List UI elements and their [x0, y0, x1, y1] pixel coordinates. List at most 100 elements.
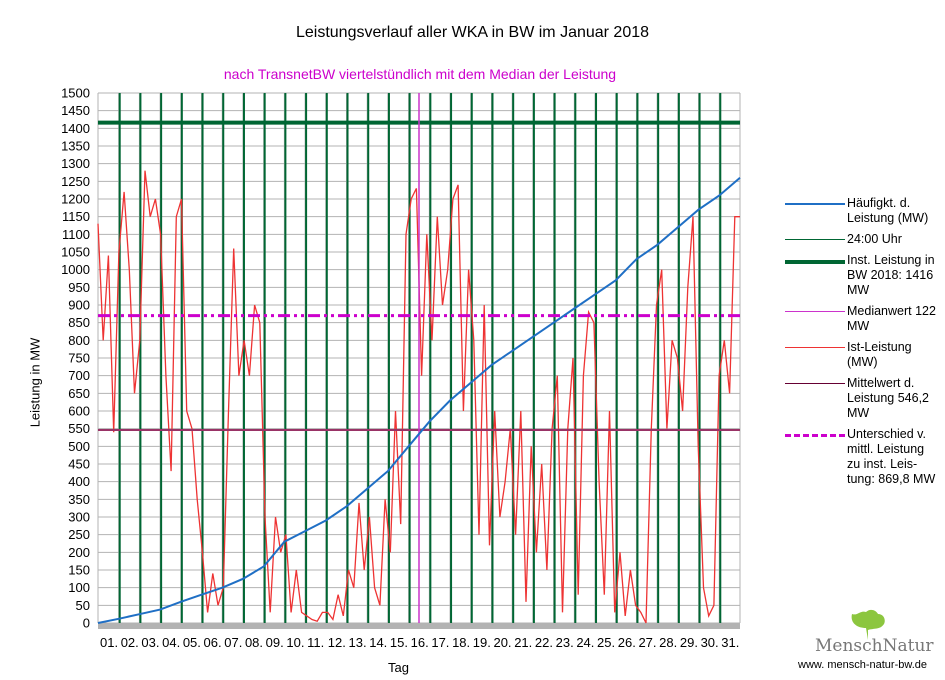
x-tick-label: 19. — [473, 635, 491, 650]
legend-item-median: Medianwert 122 MW — [785, 304, 945, 334]
legend-label: tung: 869,8 MW — [847, 472, 936, 486]
legend-label: MW — [847, 406, 870, 420]
y-tick-label: 1200 — [61, 192, 90, 207]
x-axis-band — [98, 623, 740, 629]
legend-label: 24:00 Uhr — [847, 232, 902, 246]
chart-subtitle: nach TransnetBW viertelstündlich mit dem… — [223, 66, 617, 82]
legend-label: Häufigkt. d. — [847, 196, 911, 210]
legend-item-installed: Inst. Leistung in BW 2018: 1416 MW — [785, 253, 945, 298]
legend-label: mittl. Leistung — [847, 442, 925, 456]
frequency-line — [97, 177, 741, 624]
legend-label: zu inst. Leis- — [847, 457, 918, 471]
y-tick-label: 650 — [68, 386, 90, 401]
y-tick-label: 100 — [68, 580, 90, 595]
y-tick-label: 750 — [68, 351, 90, 366]
legend-label: Mittelwert d. — [847, 376, 915, 390]
y-tick-label: 1450 — [61, 103, 90, 118]
y-tick-label: 400 — [68, 474, 90, 489]
x-tick-label: 14. — [369, 635, 387, 650]
y-tick-label: 900 — [68, 298, 90, 313]
legend-swatch — [785, 260, 845, 264]
x-tick-label: 10. — [286, 635, 304, 650]
legend-swatch — [785, 347, 845, 348]
legend-item-midnight: 24:00 Uhr — [785, 232, 945, 247]
x-tick-label: 13. — [349, 635, 367, 650]
x-tick-label: 25. — [597, 635, 615, 650]
x-tick-label: 09. — [266, 635, 284, 650]
x-tick-label: 24. — [576, 635, 594, 650]
y-tick-label: 0 — [83, 616, 90, 631]
y-tick-label: 600 — [68, 404, 90, 419]
y-tick-label: 1100 — [62, 227, 90, 242]
legend-item-mean: Mittelwert d. Leistung 546,2 MW — [785, 376, 945, 421]
y-tick-label: 200 — [68, 545, 90, 560]
y-tick-label: 250 — [68, 527, 90, 542]
x-tick-label: 16. — [411, 635, 429, 650]
y-tick-label: 500 — [68, 439, 90, 454]
y-tick-label: 1150 — [62, 209, 90, 224]
y-tick-label: 550 — [68, 421, 90, 436]
x-tick-label: 01. — [100, 635, 118, 650]
legend: Häufigkt. d. Leistung (MW) 24:00 Uhr Inst. … — [785, 196, 945, 493]
x-tick-label: 29. — [680, 635, 698, 650]
legend-label: Inst. Leistung in — [847, 253, 935, 267]
legend-label: Medianwert 122 — [847, 304, 936, 318]
x-tick-label: 31. — [721, 635, 739, 650]
x-tick-label: 18. — [452, 635, 470, 650]
legend-item-frequency: Häufigkt. d. Leistung (MW) — [785, 196, 945, 226]
x-axis-label: Tag — [388, 660, 409, 675]
y-tick-label: 1350 — [61, 139, 90, 154]
legend-item-difference: Unterschied v. mittl. Leistung zu inst. Le… — [785, 427, 945, 487]
logo-url: www. mensch-natur-bw.de — [798, 659, 927, 671]
x-tick-label: 03. — [141, 635, 159, 650]
legend-item-ist: Ist-Leistung (MW) — [785, 340, 945, 370]
x-tick-label: 26. — [618, 635, 636, 650]
legend-label: Unterschied v. — [847, 427, 926, 441]
y-tick-label: 50 — [76, 598, 90, 613]
y-tick-label: 800 — [68, 333, 90, 348]
legend-label: Ist-Leistung — [847, 340, 912, 354]
legend-label: (MW) — [847, 355, 878, 369]
y-tick-label: 1050 — [61, 245, 90, 260]
x-tick-label: 02. — [121, 635, 139, 650]
x-tick-label: 07. — [224, 635, 242, 650]
x-tick-label: 23. — [556, 635, 574, 650]
legend-label: MW — [847, 283, 870, 297]
y-tick-label: 850 — [68, 315, 90, 330]
x-tick-label: 22. — [535, 635, 553, 650]
y-tick-label: 950 — [68, 280, 90, 295]
legend-label: MW — [847, 319, 870, 333]
x-tick-label: 27. — [638, 635, 656, 650]
legend-swatch — [785, 239, 845, 240]
x-tick-label: 08. — [245, 635, 263, 650]
x-tick-label: 12. — [328, 635, 346, 650]
legend-swatch — [785, 203, 845, 205]
ginkgo-leaf-icon — [851, 609, 885, 640]
x-tick-label: 30. — [701, 635, 719, 650]
legend-swatch — [785, 311, 845, 312]
y-tick-label: 1300 — [61, 156, 90, 171]
chart-title: Leistungsverlauf aller WKA in BW im Janu… — [295, 24, 650, 41]
y-tick-label: 700 — [68, 368, 90, 383]
y-tick-label: 450 — [68, 457, 90, 472]
x-tick-label: 05. — [183, 635, 201, 650]
y-tick-label: 1500 — [61, 86, 90, 101]
y-tick-label: 350 — [68, 492, 90, 507]
legend-swatch — [785, 434, 845, 437]
y-tick-label: 1000 — [61, 262, 90, 277]
x-tick-label: 17. — [431, 635, 449, 650]
x-tick-label: 06. — [204, 635, 222, 650]
y-tick-label: 300 — [68, 510, 90, 525]
x-tick-label: 20. — [493, 635, 511, 650]
logo-name: MenschNatur — [815, 636, 934, 656]
x-tick-label: 11. — [307, 635, 324, 650]
x-tick-label: 15. — [390, 635, 408, 650]
legend-label: Leistung 546,2 — [847, 391, 930, 405]
legend-label: BW 2018: 1416 — [847, 268, 934, 282]
legend-label: Leistung (MW) — [847, 211, 929, 225]
y-tick-label: 1250 — [61, 174, 90, 189]
x-tick-label: 04. — [162, 635, 180, 650]
y-tick-label: 150 — [68, 563, 90, 578]
x-tick-label: 21. — [514, 635, 532, 650]
